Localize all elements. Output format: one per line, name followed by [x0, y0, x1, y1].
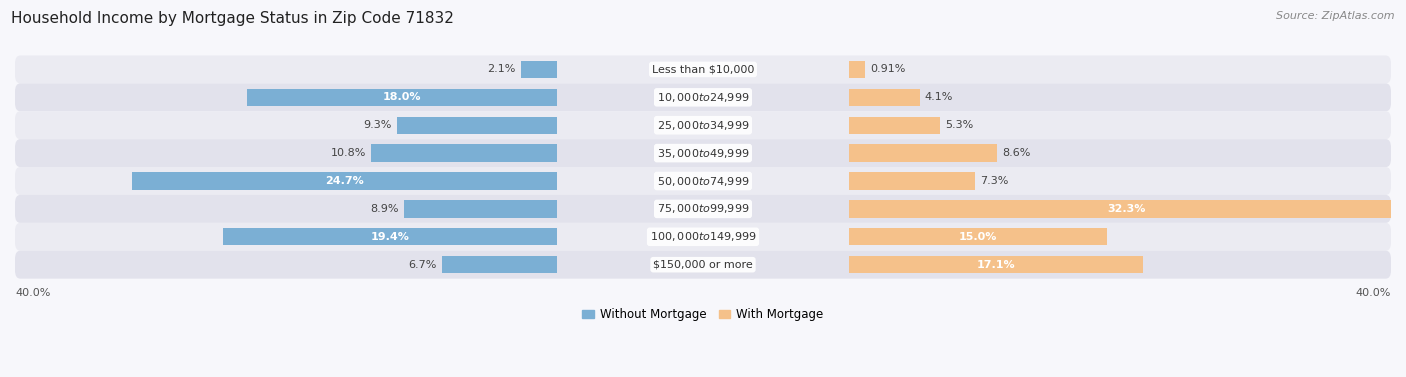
FancyBboxPatch shape	[15, 55, 1391, 83]
Text: $10,000 to $24,999: $10,000 to $24,999	[657, 91, 749, 104]
Text: 8.6%: 8.6%	[1002, 148, 1031, 158]
FancyBboxPatch shape	[15, 139, 1391, 167]
Text: 40.0%: 40.0%	[15, 288, 51, 298]
Text: 7.3%: 7.3%	[980, 176, 1008, 186]
Bar	[441, 256, 557, 273]
Text: 8.9%: 8.9%	[370, 204, 398, 214]
Text: 19.4%: 19.4%	[371, 232, 409, 242]
Text: 6.7%: 6.7%	[408, 260, 436, 270]
Text: $50,000 to $74,999: $50,000 to $74,999	[657, 175, 749, 187]
Bar	[247, 89, 557, 106]
Bar	[849, 172, 974, 190]
Text: 17.1%: 17.1%	[977, 260, 1015, 270]
Text: Household Income by Mortgage Status in Zip Code 71832: Household Income by Mortgage Status in Z…	[11, 11, 454, 26]
Text: $25,000 to $34,999: $25,000 to $34,999	[657, 119, 749, 132]
FancyBboxPatch shape	[15, 83, 1391, 111]
Bar	[224, 228, 557, 245]
Text: 9.3%: 9.3%	[363, 120, 392, 130]
Text: $35,000 to $49,999: $35,000 to $49,999	[657, 147, 749, 159]
Text: 24.7%: 24.7%	[325, 176, 364, 186]
Text: 18.0%: 18.0%	[382, 92, 422, 102]
Bar	[849, 256, 1143, 273]
Bar	[132, 172, 557, 190]
Bar	[520, 61, 557, 78]
Text: 2.1%: 2.1%	[486, 64, 516, 74]
Text: $100,000 to $149,999: $100,000 to $149,999	[650, 230, 756, 243]
FancyBboxPatch shape	[15, 111, 1391, 139]
Text: 40.0%: 40.0%	[1355, 288, 1391, 298]
Text: $75,000 to $99,999: $75,000 to $99,999	[657, 202, 749, 215]
Bar	[849, 61, 865, 78]
Bar	[849, 144, 997, 162]
Text: $150,000 or more: $150,000 or more	[654, 260, 752, 270]
Bar	[371, 144, 557, 162]
Bar	[396, 116, 557, 134]
Text: 0.91%: 0.91%	[870, 64, 905, 74]
Legend: Without Mortgage, With Mortgage: Without Mortgage, With Mortgage	[578, 303, 828, 326]
Text: 15.0%: 15.0%	[959, 232, 997, 242]
Text: 32.3%: 32.3%	[1108, 204, 1146, 214]
FancyBboxPatch shape	[15, 195, 1391, 223]
Text: 4.1%: 4.1%	[925, 92, 953, 102]
Text: Less than $10,000: Less than $10,000	[652, 64, 754, 74]
Bar	[404, 200, 557, 218]
Text: 5.3%: 5.3%	[945, 120, 974, 130]
Bar	[849, 228, 1107, 245]
Text: Source: ZipAtlas.com: Source: ZipAtlas.com	[1277, 11, 1395, 21]
FancyBboxPatch shape	[15, 251, 1391, 279]
Bar	[849, 116, 941, 134]
Bar	[849, 200, 1405, 218]
Bar	[849, 89, 920, 106]
Text: 10.8%: 10.8%	[330, 148, 366, 158]
FancyBboxPatch shape	[15, 167, 1391, 195]
FancyBboxPatch shape	[15, 223, 1391, 251]
